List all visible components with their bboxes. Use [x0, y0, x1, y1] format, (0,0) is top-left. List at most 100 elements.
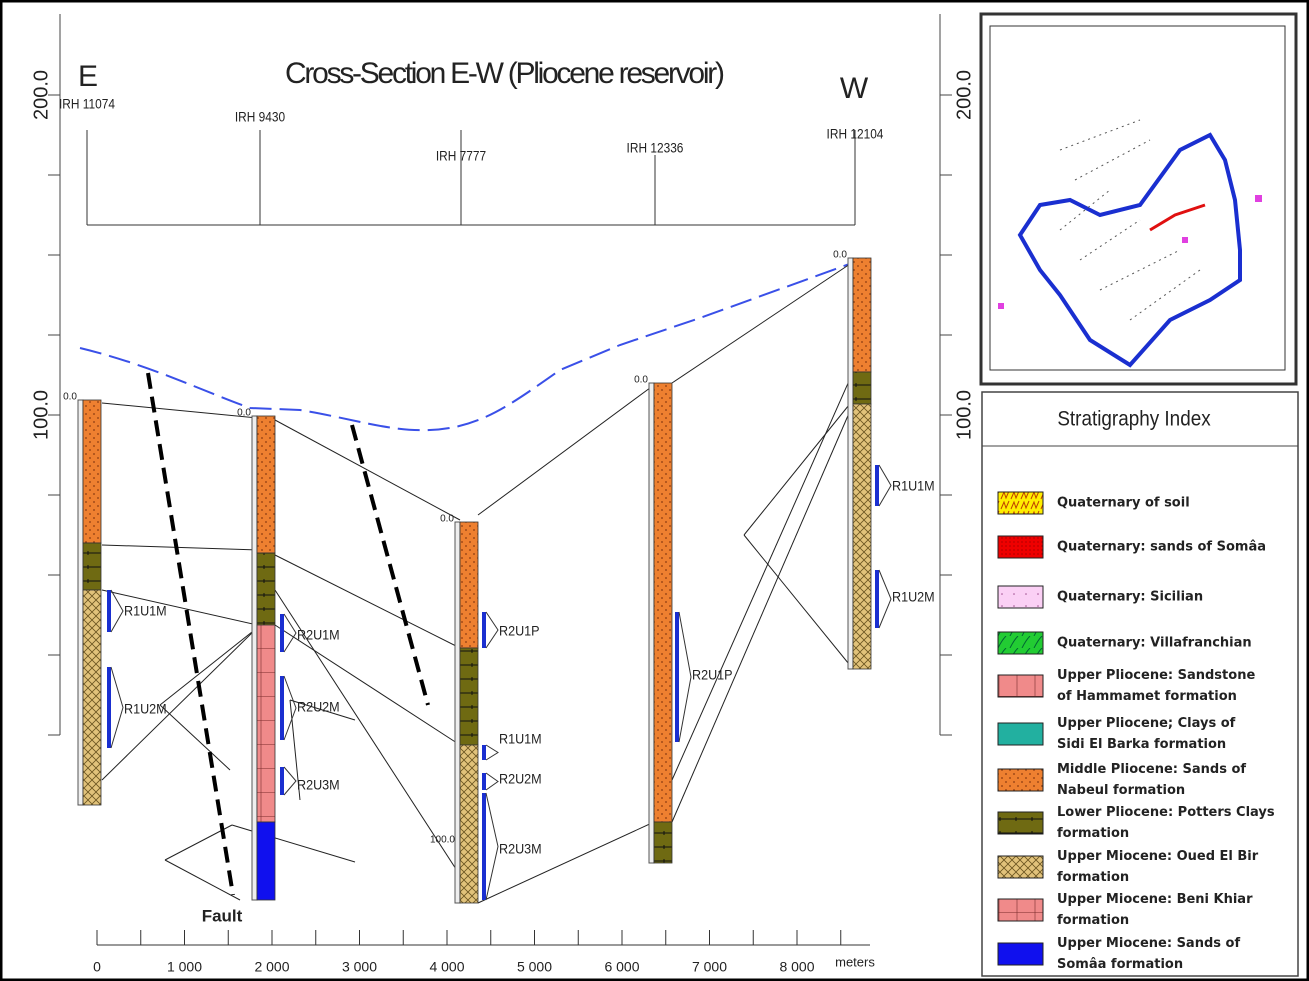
legend-label: Upper Miocene: Beni Khiar: [1057, 892, 1253, 907]
unit-bracket: [107, 590, 111, 632]
unit-label: R1U2M: [892, 589, 935, 605]
lithology-interval: [257, 416, 275, 553]
unit-pointer: [679, 612, 691, 742]
legend-swatch: [998, 536, 1043, 558]
unit-bracket: [875, 570, 879, 628]
unit-label: R2U1P: [499, 623, 540, 639]
unit-bracket: [875, 465, 879, 506]
legend-label: Middle Pliocene: Sands of: [1057, 762, 1246, 777]
lithology-interval: [83, 590, 101, 805]
legend-label: Nabeul formation: [1057, 783, 1185, 798]
legend-label: Somâa formation: [1057, 957, 1183, 972]
unit-label: R1U1M: [124, 603, 167, 619]
legend-swatch: [998, 675, 1043, 697]
legend-swatch: [998, 943, 1043, 965]
lithology-interval: [83, 543, 101, 590]
unit-label: R1U1M: [499, 731, 542, 747]
lithology-interval: [257, 822, 275, 900]
distance-label: 3 000: [342, 959, 377, 975]
correlation-line: [478, 385, 654, 515]
legend-label: Quaternary: sands of Somâa: [1057, 540, 1266, 555]
correlation-line: [478, 822, 654, 903]
unit-label: R2U2M: [499, 771, 542, 787]
legend-label: formation: [1057, 826, 1129, 841]
distance-label: 6 000: [604, 959, 639, 975]
east-label: E: [78, 60, 98, 93]
well-name: IRH 12336: [627, 140, 684, 156]
legend-label: Upper Miocene: Sands of: [1057, 936, 1240, 951]
unit-pointer: [486, 745, 498, 760]
location-map: [981, 14, 1296, 384]
well-top-depth: 0.0: [833, 250, 847, 261]
well-top-depth: 0.0: [63, 392, 77, 403]
west-label: W: [840, 72, 869, 105]
correlation-line: [275, 625, 460, 745]
correlation-line: [672, 404, 853, 822]
well-casing: [78, 400, 83, 805]
legend-label: formation: [1057, 870, 1129, 885]
fault-label: Fault: [202, 906, 243, 925]
unit-label: R2U1M: [297, 627, 340, 643]
well-casing: [848, 258, 853, 669]
cross-section-figure: 200.0100.0200.0100.0Cross-Section E-W (P…: [0, 0, 1309, 981]
well-top-depth: 0.0: [634, 375, 648, 386]
unit-label: R2U2M: [297, 699, 340, 715]
distance-label: 8 000: [779, 959, 814, 975]
well-casing: [455, 522, 460, 903]
correlation-line: [160, 628, 257, 705]
well-name: IRH 9430: [235, 109, 285, 125]
fault-trace: [148, 373, 233, 895]
correlation-line: [232, 825, 355, 862]
distance-label: 2 000: [254, 959, 289, 975]
correlation-line: [102, 403, 257, 418]
unit-bracket: [280, 767, 284, 795]
lithology-interval: [654, 383, 672, 822]
correlation-line: [160, 705, 230, 770]
unit-pointer: [879, 570, 891, 628]
legend-swatch: [998, 586, 1043, 608]
correlation-line: [275, 420, 460, 520]
legend-swatch: [998, 856, 1043, 878]
unit-bracket: [280, 676, 284, 740]
unit-bracket: [107, 667, 111, 748]
lithology-interval: [853, 404, 871, 669]
legend-label: Upper Miocene: Oued El Bir: [1057, 849, 1259, 864]
title: Cross-Section E-W (Pliocene reservoir): [285, 57, 725, 90]
unit-label: R1U2M: [124, 701, 167, 717]
distance-label: 1 000: [167, 959, 202, 975]
legend-swatch: [998, 492, 1043, 514]
lithology-interval: [460, 648, 478, 745]
legend-label: Sidi El Barka formation: [1057, 737, 1226, 752]
depth-label: 100.0: [30, 390, 52, 440]
legend-label: formation: [1057, 913, 1129, 928]
lithology-interval: [257, 553, 275, 625]
unit-pointer: [111, 667, 123, 748]
legend-swatch: [998, 723, 1043, 745]
legend-swatch: [998, 769, 1043, 791]
lithology-interval: [853, 258, 871, 372]
legend-swatch: [998, 899, 1043, 921]
water-level: [80, 262, 855, 430]
legend-title: Stratigraphy Index: [1057, 408, 1210, 431]
legend-label: of Hammamet formation: [1057, 689, 1237, 704]
legend-label: Upper Pliocene: Sandstone: [1057, 668, 1255, 683]
legend-label: Lower Pliocene: Potters Clays: [1057, 805, 1275, 820]
depth-label: 200.0: [30, 70, 52, 120]
unit-pointer: [284, 676, 296, 740]
unit-pointer: [486, 612, 498, 648]
legend-swatch: [998, 632, 1043, 654]
distance-label: 4 000: [429, 959, 464, 975]
well-bottom-depth: 100.0: [430, 835, 455, 846]
lithology-interval: [257, 625, 275, 822]
correlation-line: [672, 262, 853, 383]
lithology-interval: [83, 400, 101, 543]
correlation-line: [744, 535, 853, 669]
well-casing: [649, 383, 654, 863]
unit-pointer: [111, 590, 123, 632]
well-casing: [252, 416, 257, 900]
unit-pointer: [284, 767, 296, 795]
unit-bracket: [280, 614, 284, 652]
unit-pointer: [486, 793, 498, 900]
unit-bracket: [482, 745, 486, 760]
depth-label: 100.0: [953, 390, 975, 440]
